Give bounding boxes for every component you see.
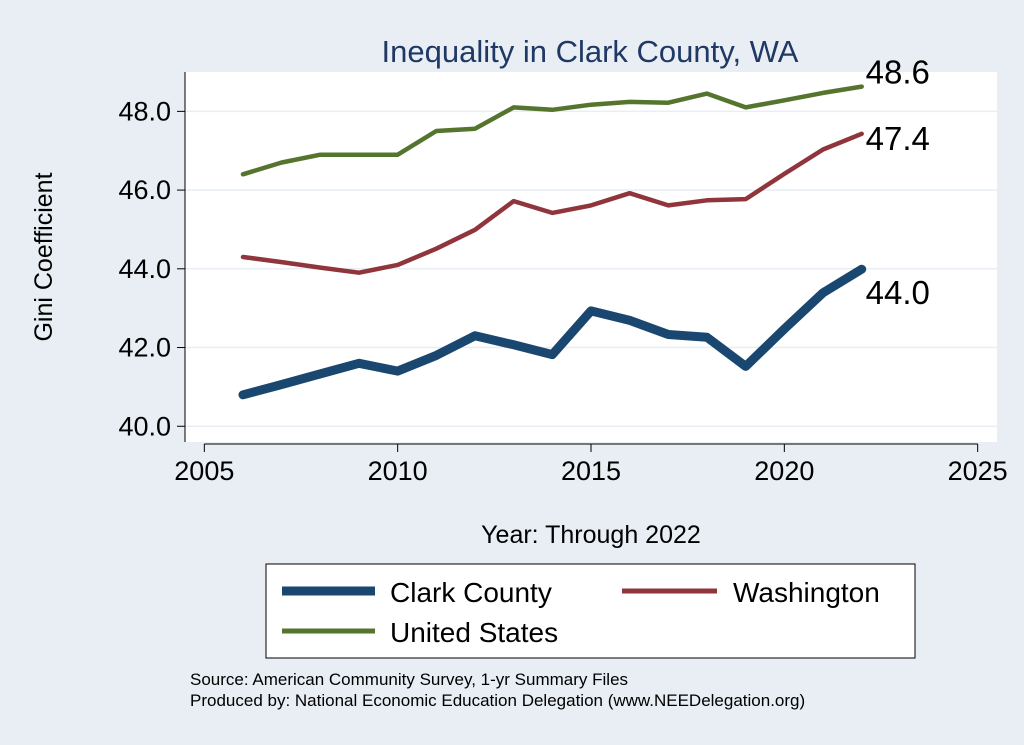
end-label-united-states: 48.6 [866,54,930,91]
y-tick-label: 42.0 [118,333,171,363]
y-tick-label: 48.0 [118,96,171,126]
y-axis-label: Gini Coefficient [30,172,58,341]
legend: Clark County Washington United States [265,563,916,659]
legend-label-washington: Washington [733,577,880,608]
end-label-washington: 47.4 [866,120,930,157]
y-tick-label: 44.0 [118,254,171,284]
series-lines [238,84,867,400]
source-note: Source: American Community Survey, 1-yr … [190,670,628,689]
series-line-clark-county [238,264,867,400]
y-tick-label: 46.0 [118,175,171,205]
x-tick-label: 2010 [368,456,428,486]
series-line-washington [240,131,864,275]
x-tick-label: 2020 [754,456,814,486]
x-tick-label: 2005 [174,456,234,486]
series-line-united-states [240,84,864,177]
axes: 40.0 42.0 44.0 46.0 48.0 2005 2010 2015 2020 2025 [118,72,1008,486]
end-label-clark-county: 44.0 [866,274,930,311]
legend-label-clark-county: Clark County [390,577,552,608]
legend-label-united-states: United States [390,617,558,648]
legend-box [265,563,916,659]
y-tick-label: 40.0 [118,411,171,441]
x-tick-label: 2025 [948,456,1008,486]
producer-note: Produced by: National Economic Education… [190,691,805,710]
x-tick-label: 2015 [561,456,621,486]
end-labels: 44.0 47.4 48.6 [866,54,930,312]
chart-title: Inequality in Clark County, WA [382,34,799,69]
x-axis-label: Year: Through 2022 [481,521,701,549]
